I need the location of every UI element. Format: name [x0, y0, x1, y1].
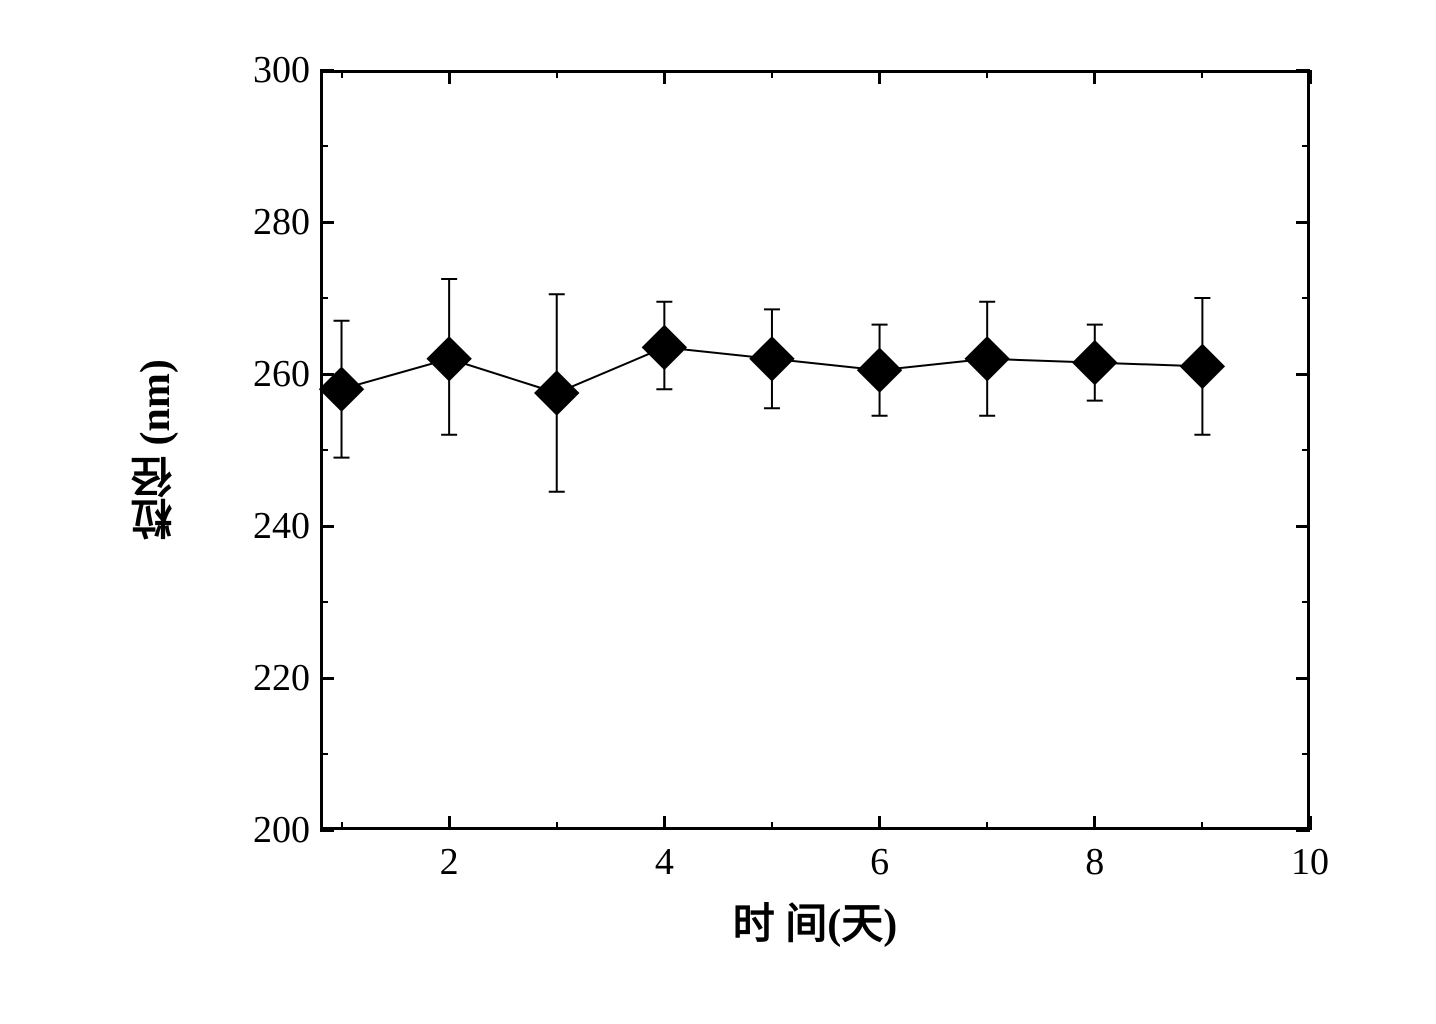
- x-tick-minor: [986, 70, 988, 78]
- data-marker: [750, 337, 794, 381]
- x-tick-label: 10: [1280, 840, 1340, 884]
- y-tick-label: 220: [230, 656, 310, 700]
- y-tick-minor: [1302, 449, 1310, 451]
- x-tick-major: [663, 70, 666, 84]
- y-tick-label: 240: [230, 504, 310, 548]
- y-tick-minor: [320, 449, 328, 451]
- y-tick-major: [1296, 525, 1310, 528]
- data-marker: [858, 348, 902, 392]
- y-tick-major: [320, 525, 334, 528]
- y-tick-minor: [320, 601, 328, 603]
- x-tick-label: 4: [634, 840, 694, 884]
- x-tick-label: 8: [1065, 840, 1125, 884]
- data-layer: [320, 70, 1310, 830]
- x-tick-minor: [771, 70, 773, 78]
- y-tick-minor: [320, 297, 328, 299]
- x-tick-major: [448, 816, 451, 830]
- y-tick-minor: [1302, 601, 1310, 603]
- data-marker: [965, 337, 1009, 381]
- y-tick-major: [1296, 677, 1310, 680]
- x-tick-major: [1309, 70, 1312, 84]
- y-tick-major: [320, 677, 334, 680]
- x-tick-minor: [341, 70, 343, 78]
- y-tick-label: 280: [230, 200, 310, 244]
- x-tick-major: [663, 816, 666, 830]
- x-tick-major: [878, 70, 881, 84]
- y-axis-label: 粒径 (nm): [125, 330, 186, 570]
- x-tick-major: [448, 70, 451, 84]
- y-tick-label: 260: [230, 352, 310, 396]
- x-tick-minor: [771, 822, 773, 830]
- y-tick-major: [320, 829, 334, 832]
- data-marker: [1073, 341, 1117, 385]
- y-tick-label: 300: [230, 48, 310, 92]
- y-tick-minor: [320, 753, 328, 755]
- y-tick-major: [320, 221, 334, 224]
- x-tick-label: 6: [850, 840, 910, 884]
- x-tick-minor: [1201, 822, 1203, 830]
- data-marker: [427, 337, 471, 381]
- y-tick-major: [320, 373, 334, 376]
- x-tick-major: [1309, 816, 1312, 830]
- data-marker: [1180, 344, 1224, 388]
- x-tick-minor: [1201, 70, 1203, 78]
- y-tick-major: [1296, 373, 1310, 376]
- y-tick-major: [1296, 221, 1310, 224]
- y-tick-minor: [1302, 145, 1310, 147]
- y-tick-minor: [320, 145, 328, 147]
- y-tick-major: [320, 69, 334, 72]
- y-tick-minor: [1302, 753, 1310, 755]
- x-tick-minor: [556, 70, 558, 78]
- y-tick-label: 200: [230, 808, 310, 852]
- y-tick-minor: [1302, 297, 1310, 299]
- data-marker: [535, 371, 579, 415]
- x-tick-label: 2: [419, 840, 479, 884]
- data-marker: [642, 325, 686, 369]
- x-tick-minor: [556, 822, 558, 830]
- x-tick-major: [878, 816, 881, 830]
- chart-container: 粒径 (nm) 时 间(天) 200 220 240 260 280 300 2 4 6 8 10: [100, 40, 1380, 960]
- x-tick-major: [1093, 816, 1096, 830]
- x-tick-minor: [341, 822, 343, 830]
- x-tick-major: [1093, 70, 1096, 84]
- x-axis-label: 时 间(天): [695, 890, 935, 951]
- x-tick-minor: [986, 822, 988, 830]
